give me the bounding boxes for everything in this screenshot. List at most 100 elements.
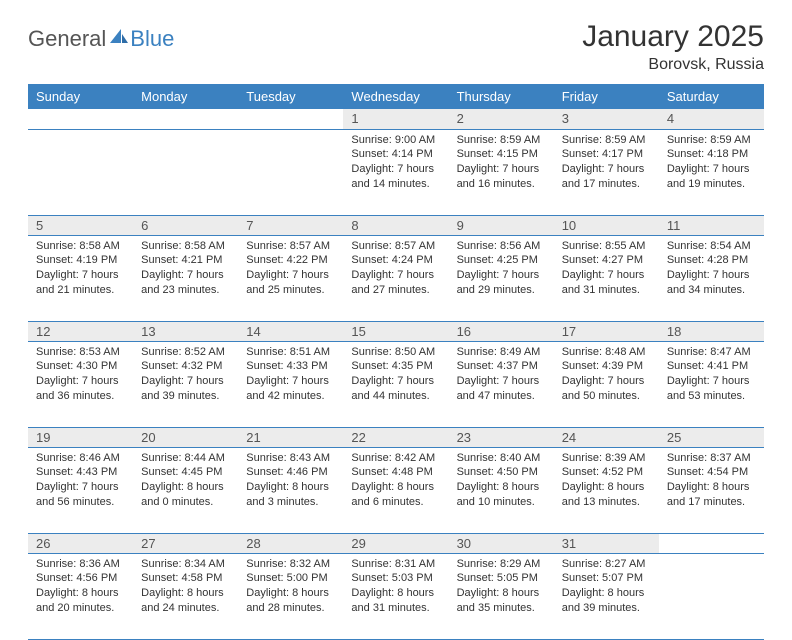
week-row: Sunrise: 8:36 AMSunset: 4:56 PMDaylight:… [28, 553, 764, 639]
sunrise-line: Sunrise: 8:57 AM [351, 239, 440, 254]
week-row: Sunrise: 8:53 AMSunset: 4:30 PMDaylight:… [28, 341, 764, 427]
day-cell: Sunrise: 8:57 AMSunset: 4:22 PMDaylight:… [238, 235, 343, 321]
day-number-cell: 25 [659, 427, 764, 447]
sunrise-line: Sunrise: 8:48 AM [562, 345, 651, 360]
col-header: Friday [554, 84, 659, 109]
day-number-cell: 19 [28, 427, 133, 447]
col-header: Thursday [449, 84, 554, 109]
day-number-cell: 28 [238, 533, 343, 553]
sunset-line: Sunset: 4:24 PM [351, 253, 440, 268]
day-cell: Sunrise: 8:51 AMSunset: 4:33 PMDaylight:… [238, 341, 343, 427]
day-cell: Sunrise: 8:57 AMSunset: 4:24 PMDaylight:… [343, 235, 448, 321]
sunrise-line: Sunrise: 8:31 AM [351, 557, 440, 572]
sunrise-line: Sunrise: 8:47 AM [667, 345, 756, 360]
page-title: January 2025 [582, 20, 764, 54]
day-number-cell: 27 [133, 533, 238, 553]
day-cell: Sunrise: 8:39 AMSunset: 4:52 PMDaylight:… [554, 447, 659, 533]
day-details: Sunrise: 8:47 AMSunset: 4:41 PMDaylight:… [659, 342, 764, 410]
sunrise-line: Sunrise: 8:32 AM [246, 557, 335, 572]
sunset-line: Sunset: 4:52 PM [562, 465, 651, 480]
day-number-cell: 14 [238, 321, 343, 341]
daylight-line: Daylight: 7 hours and 47 minutes. [457, 374, 546, 404]
sunset-line: Sunset: 4:37 PM [457, 359, 546, 374]
sunrise-line: Sunrise: 8:55 AM [562, 239, 651, 254]
daylight-line: Daylight: 7 hours and 14 minutes. [351, 162, 440, 192]
col-header: Monday [133, 84, 238, 109]
sunset-line: Sunset: 4:41 PM [667, 359, 756, 374]
sunset-line: Sunset: 4:14 PM [351, 147, 440, 162]
day-details: Sunrise: 8:58 AMSunset: 4:21 PMDaylight:… [133, 236, 238, 304]
sunset-line: Sunset: 4:15 PM [457, 147, 546, 162]
day-cell: Sunrise: 8:42 AMSunset: 4:48 PMDaylight:… [343, 447, 448, 533]
day-cell [238, 129, 343, 215]
day-cell: Sunrise: 8:37 AMSunset: 4:54 PMDaylight:… [659, 447, 764, 533]
sunset-line: Sunset: 5:07 PM [562, 571, 651, 586]
calendar-header-row: Sunday Monday Tuesday Wednesday Thursday… [28, 84, 764, 109]
daylight-line: Daylight: 7 hours and 53 minutes. [667, 374, 756, 404]
logo: General Blue [28, 26, 174, 52]
day-cell: Sunrise: 8:56 AMSunset: 4:25 PMDaylight:… [449, 235, 554, 321]
daylight-line: Daylight: 8 hours and 3 minutes. [246, 480, 335, 510]
day-number-cell: 7 [238, 215, 343, 235]
sunrise-line: Sunrise: 8:54 AM [667, 239, 756, 254]
day-details: Sunrise: 8:39 AMSunset: 4:52 PMDaylight:… [554, 448, 659, 516]
day-number-cell: 22 [343, 427, 448, 447]
day-cell: Sunrise: 8:27 AMSunset: 5:07 PMDaylight:… [554, 553, 659, 639]
sunset-line: Sunset: 5:00 PM [246, 571, 335, 586]
day-cell: Sunrise: 8:59 AMSunset: 4:15 PMDaylight:… [449, 129, 554, 215]
daylight-line: Daylight: 7 hours and 29 minutes. [457, 268, 546, 298]
day-number-cell: 10 [554, 215, 659, 235]
sunrise-line: Sunrise: 8:51 AM [246, 345, 335, 360]
day-cell: Sunrise: 8:55 AMSunset: 4:27 PMDaylight:… [554, 235, 659, 321]
day-details: Sunrise: 8:44 AMSunset: 4:45 PMDaylight:… [133, 448, 238, 516]
day-number-cell: 12 [28, 321, 133, 341]
sunrise-line: Sunrise: 8:59 AM [667, 133, 756, 148]
day-cell: Sunrise: 8:48 AMSunset: 4:39 PMDaylight:… [554, 341, 659, 427]
daynum-row: 1234 [28, 109, 764, 129]
col-header: Wednesday [343, 84, 448, 109]
day-cell: Sunrise: 8:53 AMSunset: 4:30 PMDaylight:… [28, 341, 133, 427]
day-number-cell: 5 [28, 215, 133, 235]
day-cell: Sunrise: 8:52 AMSunset: 4:32 PMDaylight:… [133, 341, 238, 427]
day-details: Sunrise: 8:59 AMSunset: 4:17 PMDaylight:… [554, 130, 659, 198]
day-details: Sunrise: 8:51 AMSunset: 4:33 PMDaylight:… [238, 342, 343, 410]
daylight-line: Daylight: 7 hours and 27 minutes. [351, 268, 440, 298]
daynum-row: 262728293031 [28, 533, 764, 553]
sunset-line: Sunset: 4:18 PM [667, 147, 756, 162]
day-details: Sunrise: 8:46 AMSunset: 4:43 PMDaylight:… [28, 448, 133, 516]
col-header: Saturday [659, 84, 764, 109]
day-number-cell: 31 [554, 533, 659, 553]
sunset-line: Sunset: 4:35 PM [351, 359, 440, 374]
daylight-line: Daylight: 8 hours and 24 minutes. [141, 586, 230, 616]
location-label: Borovsk, Russia [582, 56, 764, 74]
sunset-line: Sunset: 4:30 PM [36, 359, 125, 374]
sunrise-line: Sunrise: 8:44 AM [141, 451, 230, 466]
sunrise-line: Sunrise: 8:58 AM [141, 239, 230, 254]
day-details: Sunrise: 8:57 AMSunset: 4:24 PMDaylight:… [343, 236, 448, 304]
day-number-cell: 11 [659, 215, 764, 235]
daylight-line: Daylight: 7 hours and 50 minutes. [562, 374, 651, 404]
day-cell: Sunrise: 8:49 AMSunset: 4:37 PMDaylight:… [449, 341, 554, 427]
sunset-line: Sunset: 4:48 PM [351, 465, 440, 480]
logo-text-general: General [28, 26, 106, 52]
sunrise-line: Sunrise: 8:52 AM [141, 345, 230, 360]
day-number-cell: 30 [449, 533, 554, 553]
day-number-cell: 4 [659, 109, 764, 129]
sunrise-line: Sunrise: 9:00 AM [351, 133, 440, 148]
day-number-cell: 21 [238, 427, 343, 447]
sunrise-line: Sunrise: 8:50 AM [351, 345, 440, 360]
day-number-cell [133, 109, 238, 129]
day-cell: Sunrise: 9:00 AMSunset: 4:14 PMDaylight:… [343, 129, 448, 215]
day-details: Sunrise: 8:43 AMSunset: 4:46 PMDaylight:… [238, 448, 343, 516]
sunrise-line: Sunrise: 8:59 AM [562, 133, 651, 148]
day-cell: Sunrise: 8:43 AMSunset: 4:46 PMDaylight:… [238, 447, 343, 533]
daylight-line: Daylight: 8 hours and 20 minutes. [36, 586, 125, 616]
day-number-cell: 8 [343, 215, 448, 235]
week-row: Sunrise: 9:00 AMSunset: 4:14 PMDaylight:… [28, 129, 764, 215]
sunset-line: Sunset: 4:21 PM [141, 253, 230, 268]
day-details: Sunrise: 8:48 AMSunset: 4:39 PMDaylight:… [554, 342, 659, 410]
day-number-cell: 2 [449, 109, 554, 129]
week-row: Sunrise: 8:58 AMSunset: 4:19 PMDaylight:… [28, 235, 764, 321]
sunset-line: Sunset: 4:32 PM [141, 359, 230, 374]
daylight-line: Daylight: 7 hours and 36 minutes. [36, 374, 125, 404]
